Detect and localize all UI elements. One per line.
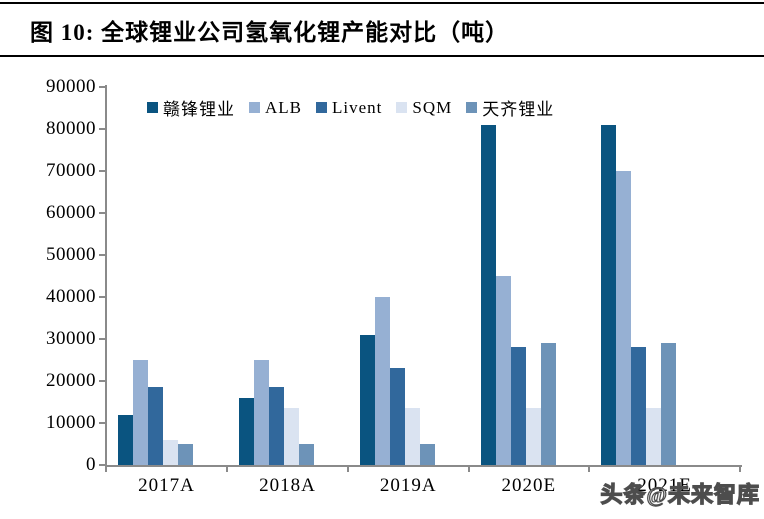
y-axis-label: 50000 [46, 244, 96, 265]
x-axis-tick [588, 466, 590, 472]
legend-swatch-icon [316, 102, 327, 113]
y-axis-label: 70000 [46, 160, 96, 181]
y-axis-label: 0 [86, 454, 96, 475]
bar-tianqi-2021e [661, 343, 676, 465]
y-axis-tick [99, 380, 105, 382]
legend-swatch-icon [396, 102, 408, 113]
x-axis-line [105, 465, 742, 467]
bar-tianqi-2017a [178, 444, 193, 465]
bar-ganfeng-2020e [480, 124, 496, 465]
y-axis-label: 20000 [46, 370, 96, 391]
x-axis-tick [739, 466, 741, 472]
bar-alb-2020e [495, 276, 511, 465]
legend-item-ganfeng: 赣锋锂业 [147, 95, 235, 120]
title-bottom-rule [0, 55, 764, 57]
bar-ganfeng-2018a [239, 397, 254, 465]
bar-livent-2017a [148, 387, 163, 465]
y-axis-tick [99, 422, 105, 424]
y-axis-tick [99, 170, 105, 172]
bar-alb-2019a [375, 297, 390, 465]
legend-label: 赣锋锂业 [163, 100, 235, 119]
bar-tianqi-2018a [299, 444, 314, 465]
figure-title: 图 10: 全球锂业公司氢氧化锂产能对比（吨） [30, 20, 510, 45]
legend-item-sqm: SQM [396, 98, 452, 118]
y-axis-label: 10000 [46, 412, 96, 433]
legend-swatch-icon [147, 102, 158, 113]
y-axis-tick [99, 128, 105, 130]
bar-ganfeng-2021e [601, 124, 616, 465]
bar-alb-2017a [133, 360, 148, 465]
legend-swatch-icon [466, 102, 478, 113]
watermark: 头条@未来智库 [600, 481, 760, 507]
x-axis-tick [226, 466, 228, 472]
bar-alb-2018a [254, 360, 269, 465]
legend-label: Livent [332, 97, 383, 117]
legend-item-livent: Livent [316, 98, 382, 118]
x-axis-label-2017a: 2017A [138, 475, 195, 496]
y-axis-tick [99, 86, 105, 88]
y-axis-tick [99, 464, 105, 466]
bar-ganfeng-2017a [118, 414, 133, 465]
y-axis-label: 40000 [46, 286, 96, 307]
bar-alb-2021e [616, 171, 631, 465]
bar-livent-2020e [510, 347, 526, 465]
y-axis-line [105, 85, 107, 467]
bar-sqm-2021e [646, 408, 661, 465]
y-axis-tick [99, 212, 105, 214]
legend-item-alb: ALB [249, 98, 302, 118]
x-axis-tick [467, 466, 470, 472]
bar-sqm-2020e [525, 408, 541, 465]
bar-livent-2021e [631, 347, 646, 465]
y-axis-label: 80000 [46, 118, 96, 139]
bar-tianqi-2020e [540, 343, 556, 465]
bar-sqm-2017a [163, 439, 178, 465]
bar-tianqi-2019a [420, 444, 435, 465]
y-axis-tick [99, 296, 105, 298]
x-axis-label-2021e: 2021E [637, 475, 692, 496]
legend-label: 天齐锂业 [482, 100, 555, 119]
bar-sqm-2018a [284, 408, 299, 465]
y-axis-tick [99, 254, 105, 256]
x-axis-label-2018a: 2018A [259, 475, 316, 496]
title-top-rule [0, 2, 764, 4]
legend-label: ALB [265, 97, 302, 117]
y-axis-label: 30000 [46, 328, 96, 349]
legend-label: SQM [412, 97, 453, 117]
chart-legend: 赣锋锂业 ALB Livent SQM 天齐锂业 [147, 95, 568, 120]
legend-swatch-icon [249, 102, 260, 113]
x-axis-tick [105, 466, 107, 472]
bar-sqm-2019a [405, 408, 420, 465]
bar-livent-2019a [390, 368, 405, 465]
y-axis-label: 60000 [46, 202, 96, 223]
x-axis-tick [347, 466, 349, 472]
x-axis-label-2019a: 2019A [379, 475, 437, 496]
y-axis-tick [99, 338, 105, 340]
bar-livent-2018a [269, 387, 284, 465]
x-axis-label-2020e: 2020E [501, 475, 557, 496]
legend-item-tianqi: 天齐锂业 [466, 95, 554, 120]
bar-ganfeng-2019a [360, 334, 375, 465]
y-axis-label: 90000 [46, 76, 96, 97]
